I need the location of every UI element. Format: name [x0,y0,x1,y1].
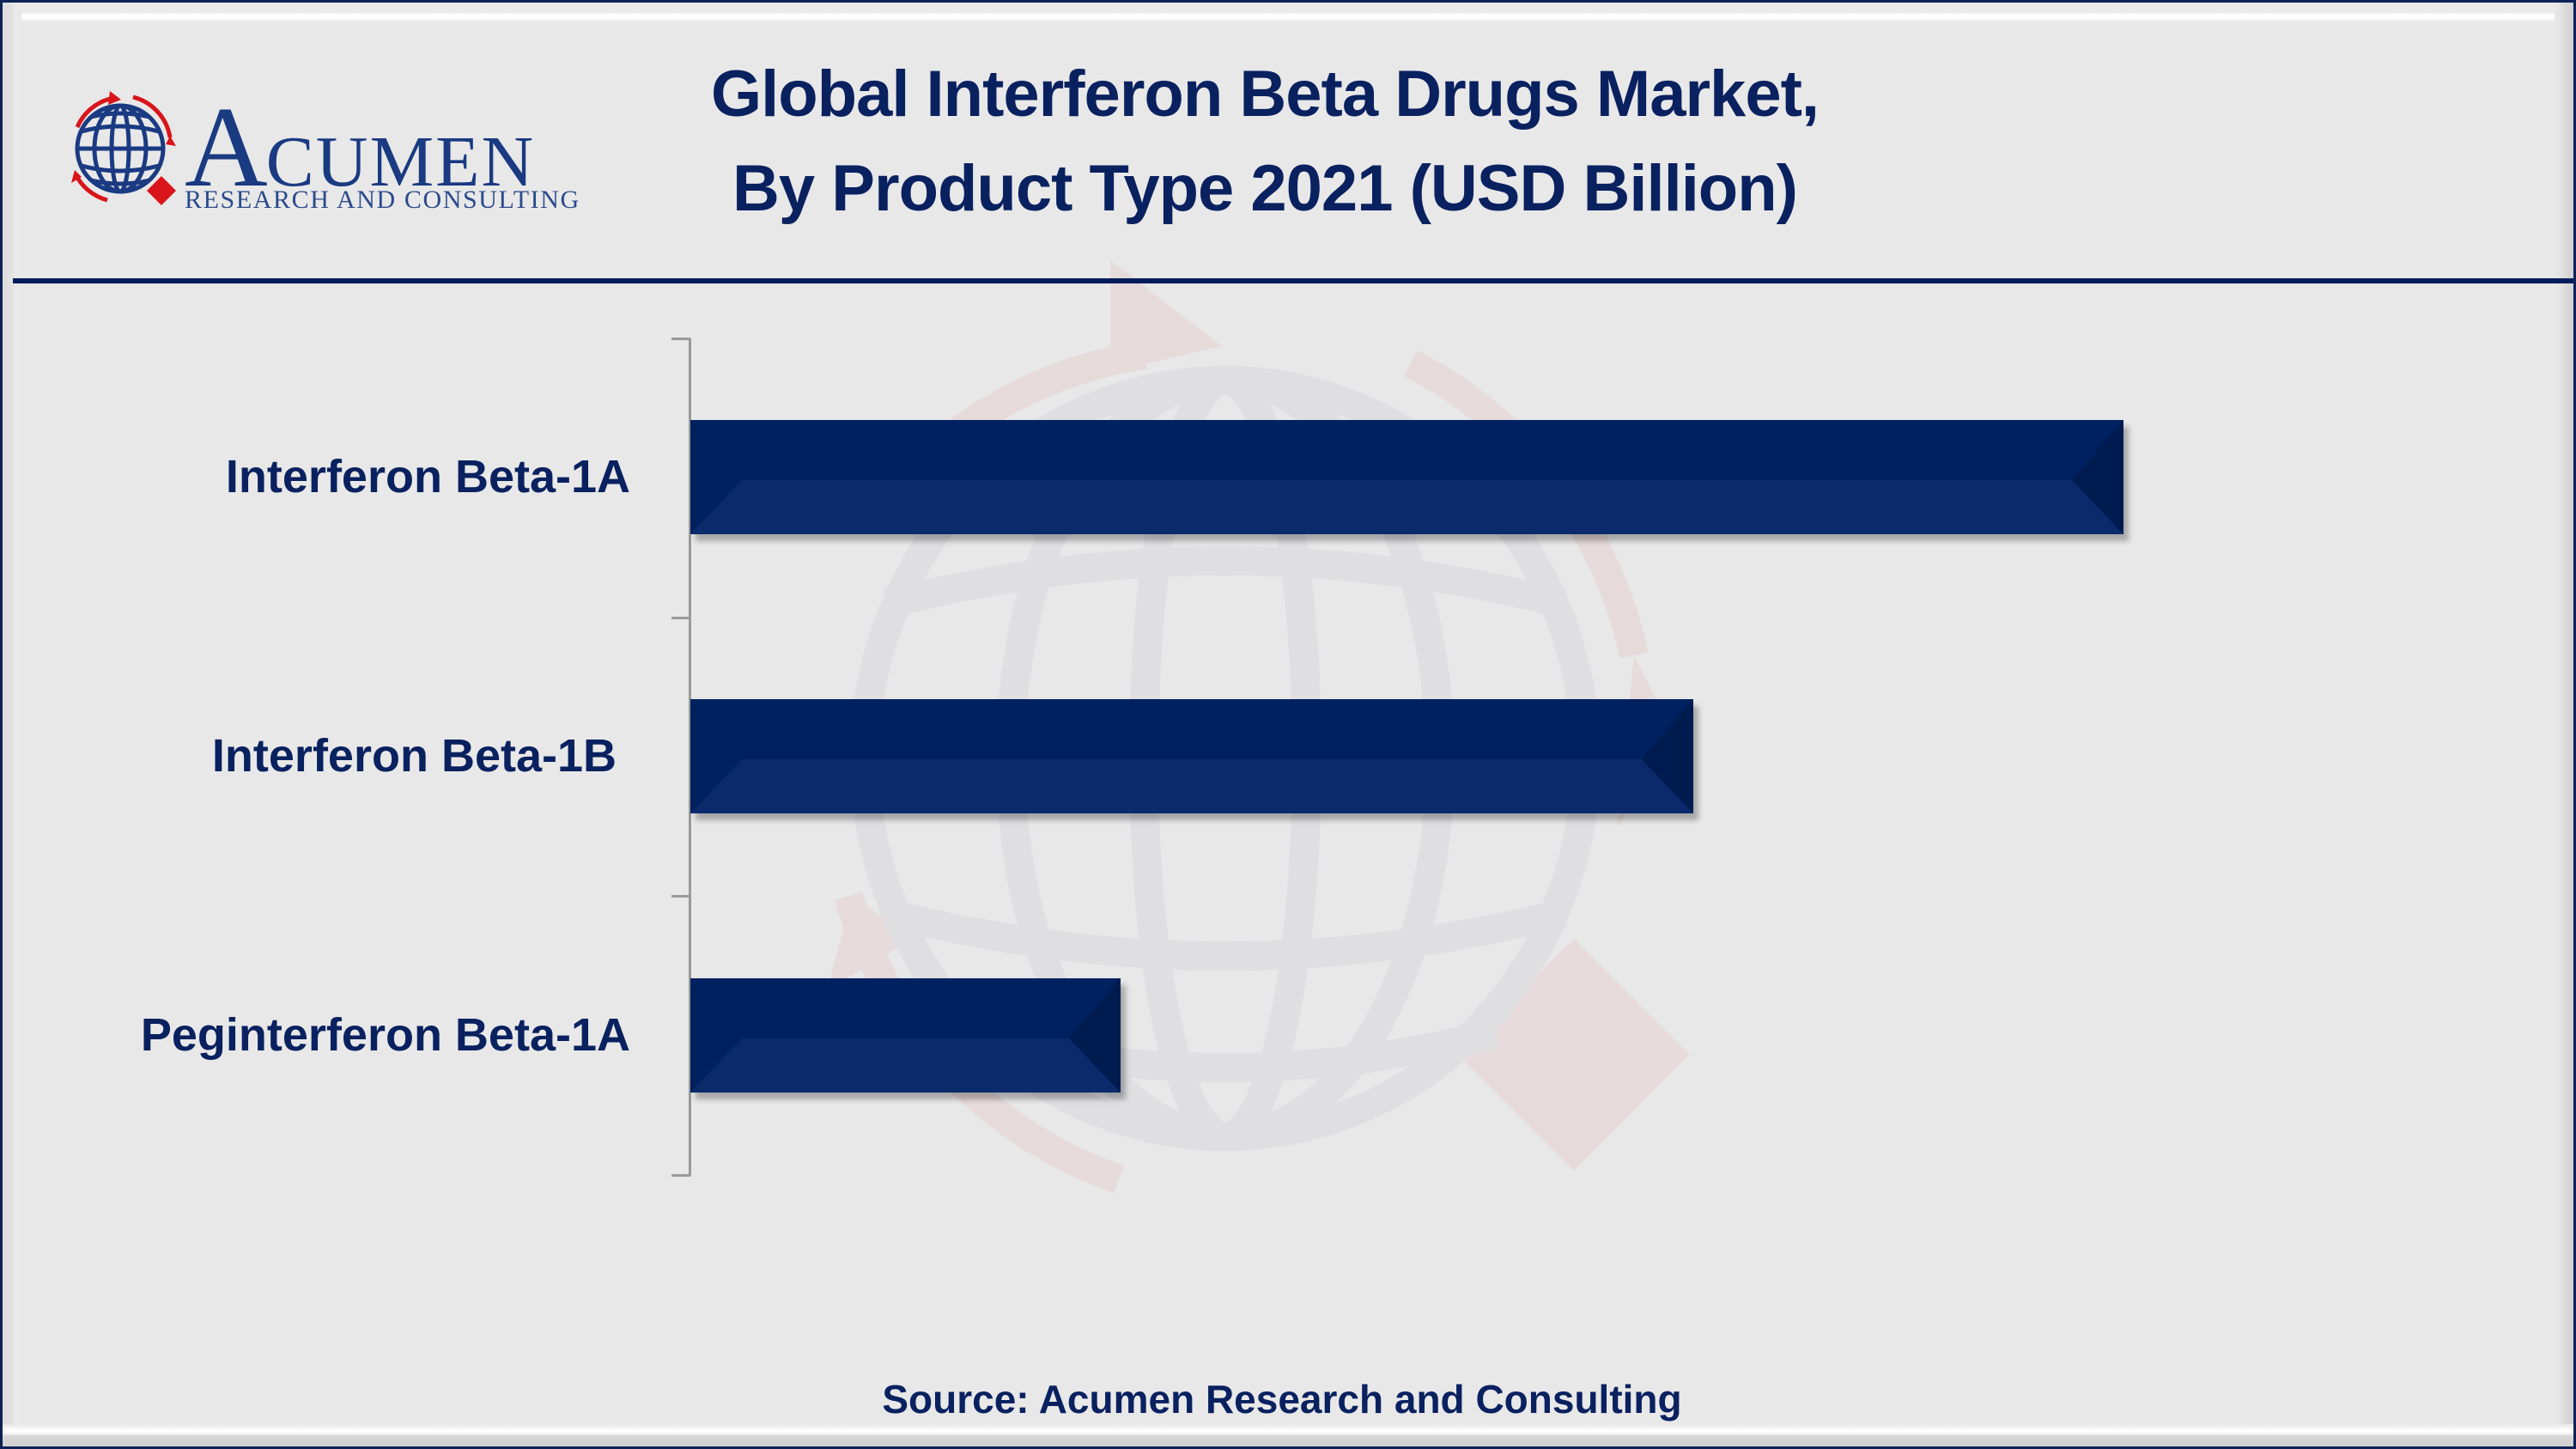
frame-bevel-left [3,3,21,1446]
category-axis [689,338,691,1176]
logo-wordmark: ACUMEN [185,89,535,204]
frame-bevel-right [2555,3,2573,1446]
frame-bevel-top [3,3,2573,21]
frame-bevel-bottom [3,1424,2573,1446]
logo-rest: CUMEN [265,122,536,202]
category-label: Interferon Beta-1A [225,451,630,502]
bar-interferon-beta-1a [690,420,2123,534]
acumen-logo: ACUMEN RESEARCH AND CONSULTING [63,84,579,222]
category-label: Peginterferon Beta-1A [140,1009,630,1061]
category-label: Interferon Beta-1B [211,730,617,782]
header-divider [13,278,2573,283]
bar-peginterferon-beta-1a [690,978,1121,1093]
globe-logo-icon [71,91,176,205]
bar-interferon-beta-1b [690,699,1693,813]
source-note: Source: Acumen Research and Consulting [882,1377,1682,1422]
chart-title-line-1: Global Interferon Beta Drugs Market, [710,58,1820,131]
chart-title-line-2: By Product Type 2021 (USD Billion) [732,152,1798,225]
chart-title: Global Interferon Beta Drugs Market, By … [3,47,2527,236]
axis-tick [671,617,690,619]
axis-tick [671,338,690,340]
axis-tick [671,895,690,898]
logo-initial: A [185,83,268,210]
axis-tick [671,1174,690,1177]
logo-subtitle: RESEARCH AND CONSULTING [185,186,580,214]
